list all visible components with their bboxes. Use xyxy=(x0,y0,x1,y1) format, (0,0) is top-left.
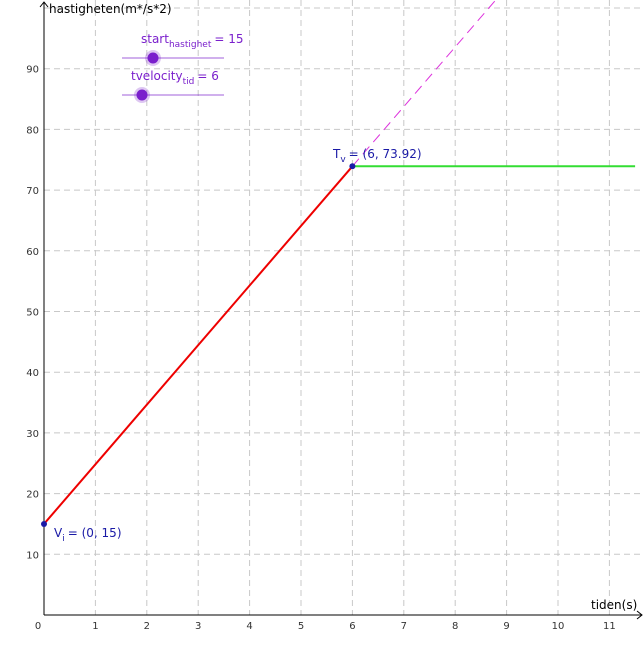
y-tick-label: 30 xyxy=(26,429,39,440)
y-axis-arrow-icon xyxy=(39,1,49,8)
x-tick-label: 5 xyxy=(298,621,304,632)
x-tick-label: 3 xyxy=(195,621,201,632)
slider-handle[interactable] xyxy=(136,89,148,101)
point-tv-label: Tv = (6, 73.92) xyxy=(332,147,422,165)
tick-labels: 1 2 3 4 5 6 7 8 9 10 11 10 20 30 40 50 60 70 80 90 0 xyxy=(26,65,616,632)
x-tick-label: 6 xyxy=(349,621,355,632)
x-tick-label: 4 xyxy=(246,621,252,632)
slider-tvelocity-value: = 6 xyxy=(197,69,219,83)
y-tick-label: 70 xyxy=(26,186,39,197)
y-tick-label: 50 xyxy=(26,308,39,319)
point-tv-coords: = (6, 73.92) xyxy=(349,147,422,161)
grid-lines xyxy=(44,0,644,615)
velocity-line[interactable] xyxy=(43,165,354,525)
slider-tvelocity-name: tvelocity xyxy=(131,69,183,83)
point-tv-subscript: v xyxy=(340,155,346,165)
point-vi-subscript: i xyxy=(62,534,65,544)
x-tick-label: 10 xyxy=(552,621,565,632)
point-vi-name: V xyxy=(54,526,63,540)
y-tick-label: 60 xyxy=(26,247,39,258)
slider-start-label: starthastighet = 15 xyxy=(141,32,244,50)
slider-tvelocity-subscript: tid xyxy=(183,77,195,87)
slider-start-hastighet[interactable]: starthastighet = 15 xyxy=(122,32,244,66)
x-tick-label: 11 xyxy=(603,621,616,632)
point-vi[interactable] xyxy=(41,520,47,527)
x-tick-label: 1 xyxy=(92,621,98,632)
point-tv-name: T xyxy=(332,147,341,161)
x-tick-label: 7 xyxy=(401,621,407,632)
slider-tvelocity-label: tvelocitytid = 6 xyxy=(131,69,219,87)
slider-tvelocity-tid[interactable]: tvelocitytid = 6 xyxy=(122,69,224,103)
y-tick-label: 10 xyxy=(26,550,39,561)
plotted-lines xyxy=(43,0,636,525)
slider-handle[interactable] xyxy=(147,52,159,64)
x-tick-label: 9 xyxy=(503,621,509,632)
y-tick-label: 40 xyxy=(26,368,39,379)
slider-start-name: start xyxy=(141,32,169,46)
x-tick-label: 2 xyxy=(144,621,150,632)
slider-start-subscript: hastighet xyxy=(169,40,212,50)
x-axis-label: tiden(s) xyxy=(591,598,637,612)
slider-start-value: = 15 xyxy=(214,32,243,46)
origin-label: 0 xyxy=(35,621,41,632)
x-tick-label: 8 xyxy=(452,621,458,632)
velocity-extension-dashed[interactable] xyxy=(352,0,506,167)
point-vi-label: Vi = (0, 15) xyxy=(54,526,122,544)
y-tick-label: 20 xyxy=(26,490,39,501)
x-axis-arrow-icon xyxy=(636,610,643,620)
point-tv[interactable] xyxy=(349,163,356,170)
point-vi-coords: = (0, 15) xyxy=(68,526,122,540)
y-axis-label: hastigheten(m*/s*2) xyxy=(49,2,172,16)
y-tick-label: 90 xyxy=(26,65,39,76)
y-tick-label: 80 xyxy=(26,125,39,136)
